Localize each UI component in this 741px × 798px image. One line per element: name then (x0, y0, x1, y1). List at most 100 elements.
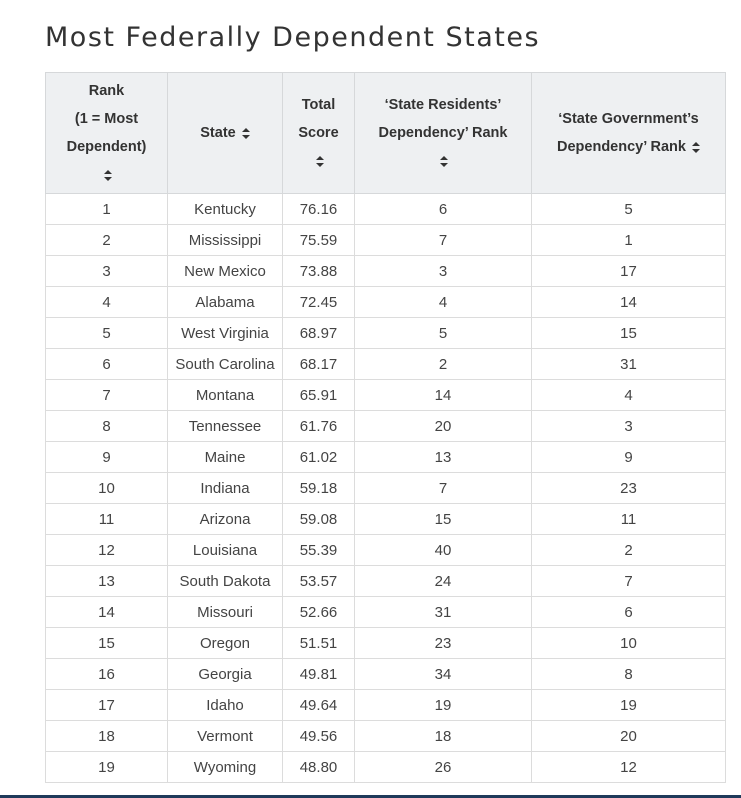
cell-score: 61.76 (282, 410, 355, 442)
cell-rank: 16 (45, 658, 168, 690)
cell-government: 31 (531, 348, 726, 380)
cell-rank: 19 (45, 751, 168, 783)
cell-score: 49.81 (282, 658, 355, 690)
table-row: 10 Indiana 59.18 7 23 (45, 472, 726, 504)
cell-rank: 4 (45, 286, 168, 318)
cell-score: 59.18 (282, 472, 355, 504)
cell-state: Maine (167, 441, 283, 473)
cell-state: Louisiana (167, 534, 283, 566)
cell-residents: 2 (354, 348, 532, 380)
sort-updown-icon[interactable] (691, 141, 700, 153)
cell-score: 75.59 (282, 224, 355, 256)
table-row: 3 New Mexico 73.88 3 17 (45, 255, 726, 287)
cell-rank: 2 (45, 224, 168, 256)
cell-residents: 26 (354, 751, 532, 783)
rank-header-line2: (1 = Most (74, 111, 139, 127)
cell-residents: 19 (354, 689, 532, 721)
cell-government: 1 (531, 224, 726, 256)
cell-government: 17 (531, 255, 726, 287)
table-row: 5 West Virginia 68.97 5 15 (45, 317, 726, 349)
rank-header-line1: Rank (88, 83, 125, 99)
cell-government: 5 (531, 193, 726, 225)
cell-residents: 31 (354, 596, 532, 628)
cell-score: 59.08 (282, 503, 355, 535)
cell-state: South Dakota (167, 565, 283, 597)
cell-government: 11 (531, 503, 726, 535)
page-title: Most Federally Dependent States (45, 22, 541, 53)
cell-residents: 24 (354, 565, 532, 597)
cell-state: Indiana (167, 472, 283, 504)
table-row: 11 Arizona 59.08 15 11 (45, 503, 726, 535)
table-row: 4 Alabama 72.45 4 14 (45, 286, 726, 318)
column-header-government-rank[interactable]: ‘State Government’s Dependency’ Rank (531, 72, 726, 194)
table-row: 13 South Dakota 53.57 24 7 (45, 565, 726, 597)
state-header-label: State (200, 125, 236, 141)
cell-residents: 3 (354, 255, 532, 287)
cell-state: Tennessee (167, 410, 283, 442)
score-header-line2: Score (298, 125, 339, 141)
cell-government: 14 (531, 286, 726, 318)
cell-government: 10 (531, 627, 726, 659)
cell-rank: 13 (45, 565, 168, 597)
column-header-state[interactable]: State (167, 72, 283, 194)
table-row: 6 South Carolina 68.17 2 31 (45, 348, 726, 380)
cell-rank: 14 (45, 596, 168, 628)
cell-score: 72.45 (282, 286, 355, 318)
table-row: 8 Tennessee 61.76 20 3 (45, 410, 726, 442)
cell-score: 52.66 (282, 596, 355, 628)
column-header-total-score[interactable]: Total Score (282, 72, 355, 194)
sort-updown-icon[interactable] (103, 169, 112, 181)
cell-rank: 11 (45, 503, 168, 535)
sort-updown-icon[interactable] (315, 155, 324, 167)
cell-score: 73.88 (282, 255, 355, 287)
cell-state: Missouri (167, 596, 283, 628)
table-row: 9 Maine 61.02 13 9 (45, 441, 726, 473)
cell-rank: 1 (45, 193, 168, 225)
rank-header-line3: Dependent) (66, 139, 147, 155)
cell-rank: 18 (45, 720, 168, 752)
cell-score: 61.02 (282, 441, 355, 473)
cell-rank: 5 (45, 317, 168, 349)
table-row: 17 Idaho 49.64 19 19 (45, 689, 726, 721)
cell-rank: 8 (45, 410, 168, 442)
sort-updown-icon[interactable] (241, 127, 250, 139)
table-row: 18 Vermont 49.56 18 20 (45, 720, 726, 752)
cell-score: 76.16 (282, 193, 355, 225)
cell-residents: 20 (354, 410, 532, 442)
table-row: 19 Wyoming 48.80 26 12 (45, 751, 726, 783)
cell-government: 7 (531, 565, 726, 597)
cell-residents: 7 (354, 224, 532, 256)
cell-government: 19 (531, 689, 726, 721)
column-header-rank[interactable]: Rank (1 = Most Dependent) (45, 72, 168, 194)
cell-government: 8 (531, 658, 726, 690)
cell-government: 12 (531, 751, 726, 783)
government-header-line2: Dependency’ Rank (557, 139, 686, 155)
cell-residents: 15 (354, 503, 532, 535)
cell-score: 68.17 (282, 348, 355, 380)
cell-government: 15 (531, 317, 726, 349)
cell-residents: 18 (354, 720, 532, 752)
cell-state: Oregon (167, 627, 283, 659)
table-row: 14 Missouri 52.66 31 6 (45, 596, 726, 628)
sort-updown-icon[interactable] (440, 155, 448, 167)
cell-residents: 13 (354, 441, 532, 473)
score-header-line1: Total (301, 97, 336, 113)
government-header-line1: ‘State Government’s (558, 111, 699, 127)
column-header-residents-rank[interactable]: ‘State Residents’ Dependency’ Rank (354, 72, 532, 194)
cell-residents: 4 (354, 286, 532, 318)
cell-state: Kentucky (167, 193, 283, 225)
cell-rank: 17 (45, 689, 168, 721)
cell-government: 23 (531, 472, 726, 504)
cell-state: Georgia (167, 658, 283, 690)
cell-state: West Virginia (167, 317, 283, 349)
cell-rank: 7 (45, 379, 168, 411)
table-body: 1 Kentucky 76.16 6 5 2 Mississippi 75.59 7 1 3 New … (45, 193, 726, 783)
table-row: 7 Montana 65.91 14 4 (45, 379, 726, 411)
cell-score: 68.97 (282, 317, 355, 349)
cell-score: 49.56 (282, 720, 355, 752)
cell-government: 9 (531, 441, 726, 473)
cell-residents: 7 (354, 472, 532, 504)
cell-state: South Carolina (167, 348, 283, 380)
cell-score: 49.64 (282, 689, 355, 721)
dependency-rank-table: Rank (1 = Most Dependent) State Total Sc… (45, 72, 726, 783)
